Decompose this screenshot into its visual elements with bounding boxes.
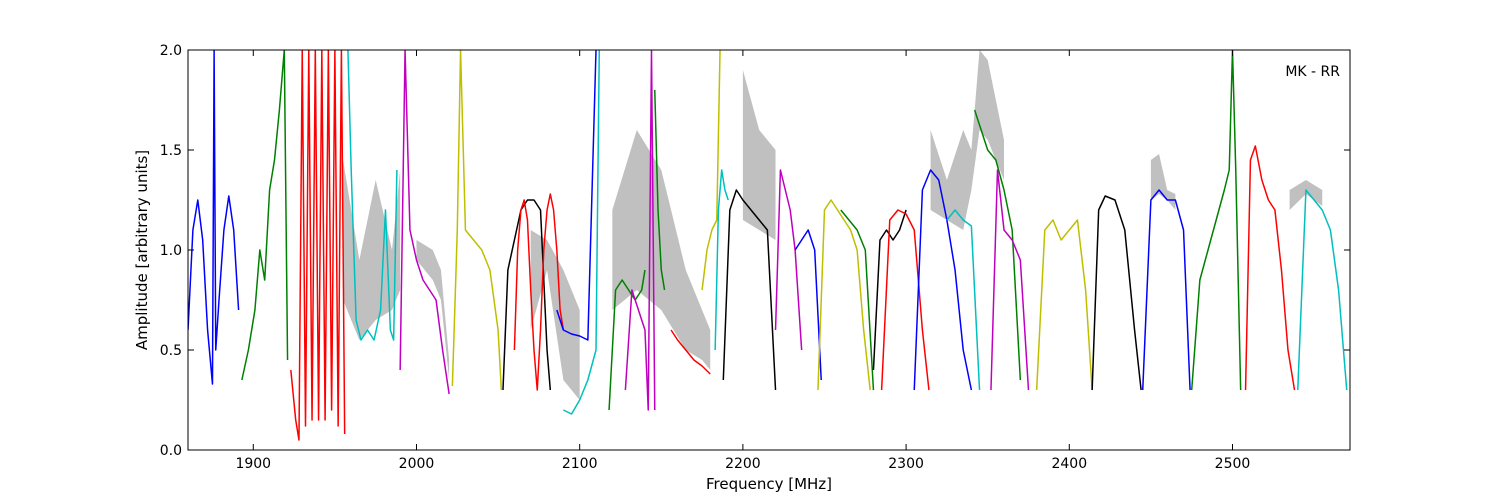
y-tick-label: 2.0	[160, 43, 182, 59]
y-tick-label: 1.0	[160, 243, 182, 259]
envelope-band-4	[742, 70, 776, 240]
y-tick-label: 0.0	[160, 443, 182, 459]
series-line-27	[1035, 219, 1093, 391]
envelope-layer	[343, 50, 1323, 400]
series-line-13	[670, 329, 711, 375]
series-line-10	[608, 269, 646, 411]
series-line-0	[188, 50, 240, 385]
series-line-24	[946, 209, 981, 391]
series-line-11	[624, 50, 656, 411]
series-line-2	[290, 50, 346, 441]
x-tick-label: 1900	[235, 456, 271, 472]
x-tick-label: 2100	[562, 456, 598, 472]
envelope-band-5	[930, 50, 1005, 230]
series-line-26	[990, 169, 1030, 391]
series-line-32	[1297, 189, 1348, 391]
series-line-7	[513, 193, 565, 391]
envelope-band-7	[1289, 180, 1323, 210]
series-layer	[188, 50, 1348, 441]
series-line-12	[654, 89, 666, 291]
y-axis-ticks: 0.0 0.5 1.0 1.5 2.0	[160, 43, 1350, 459]
series-line-15	[714, 169, 729, 351]
series-line-8	[556, 50, 597, 341]
series-line-6	[502, 199, 552, 391]
x-tick-label: 2300	[888, 456, 924, 472]
envelope-band-6	[1150, 154, 1176, 210]
x-tick-label: 2000	[399, 456, 435, 472]
series-line-16	[722, 189, 777, 391]
series-line-23	[913, 169, 973, 391]
x-tick-label: 2400	[1051, 456, 1087, 472]
series-line-14	[701, 50, 721, 291]
x-tick-label: 2500	[1215, 456, 1251, 472]
series-line-31	[1244, 145, 1296, 391]
series-line-3	[347, 50, 398, 341]
envelope-band-1	[416, 240, 450, 380]
series-line-29	[1141, 189, 1191, 391]
envelope-band-0	[343, 160, 401, 340]
series-line-4	[399, 50, 450, 395]
x-axis-label: Frequency [MHz]	[706, 475, 832, 493]
series-line-25	[973, 109, 1022, 381]
y-tick-label: 0.5	[160, 343, 182, 359]
series-line-5	[451, 50, 503, 391]
series-line-17	[774, 169, 803, 351]
series-line-19	[817, 199, 871, 391]
panel-annotation: MK - RR	[1285, 64, 1340, 80]
series-line-30	[1190, 50, 1242, 391]
series-line-18	[794, 229, 822, 381]
y-tick-label: 1.5	[160, 143, 182, 159]
x-axis-ticks: 1900 2000 2100 2200 2300 2400 2500	[235, 50, 1250, 472]
x-tick-label: 2200	[725, 456, 761, 472]
envelope-band-3	[612, 130, 711, 370]
y-axis-label: Amplitude [arbitrary units]	[133, 150, 151, 350]
series-line-22	[880, 209, 930, 391]
series-line-1	[241, 50, 289, 381]
series-line-28	[1091, 195, 1142, 391]
series-line-20	[840, 209, 875, 391]
series-line-9	[563, 50, 601, 415]
